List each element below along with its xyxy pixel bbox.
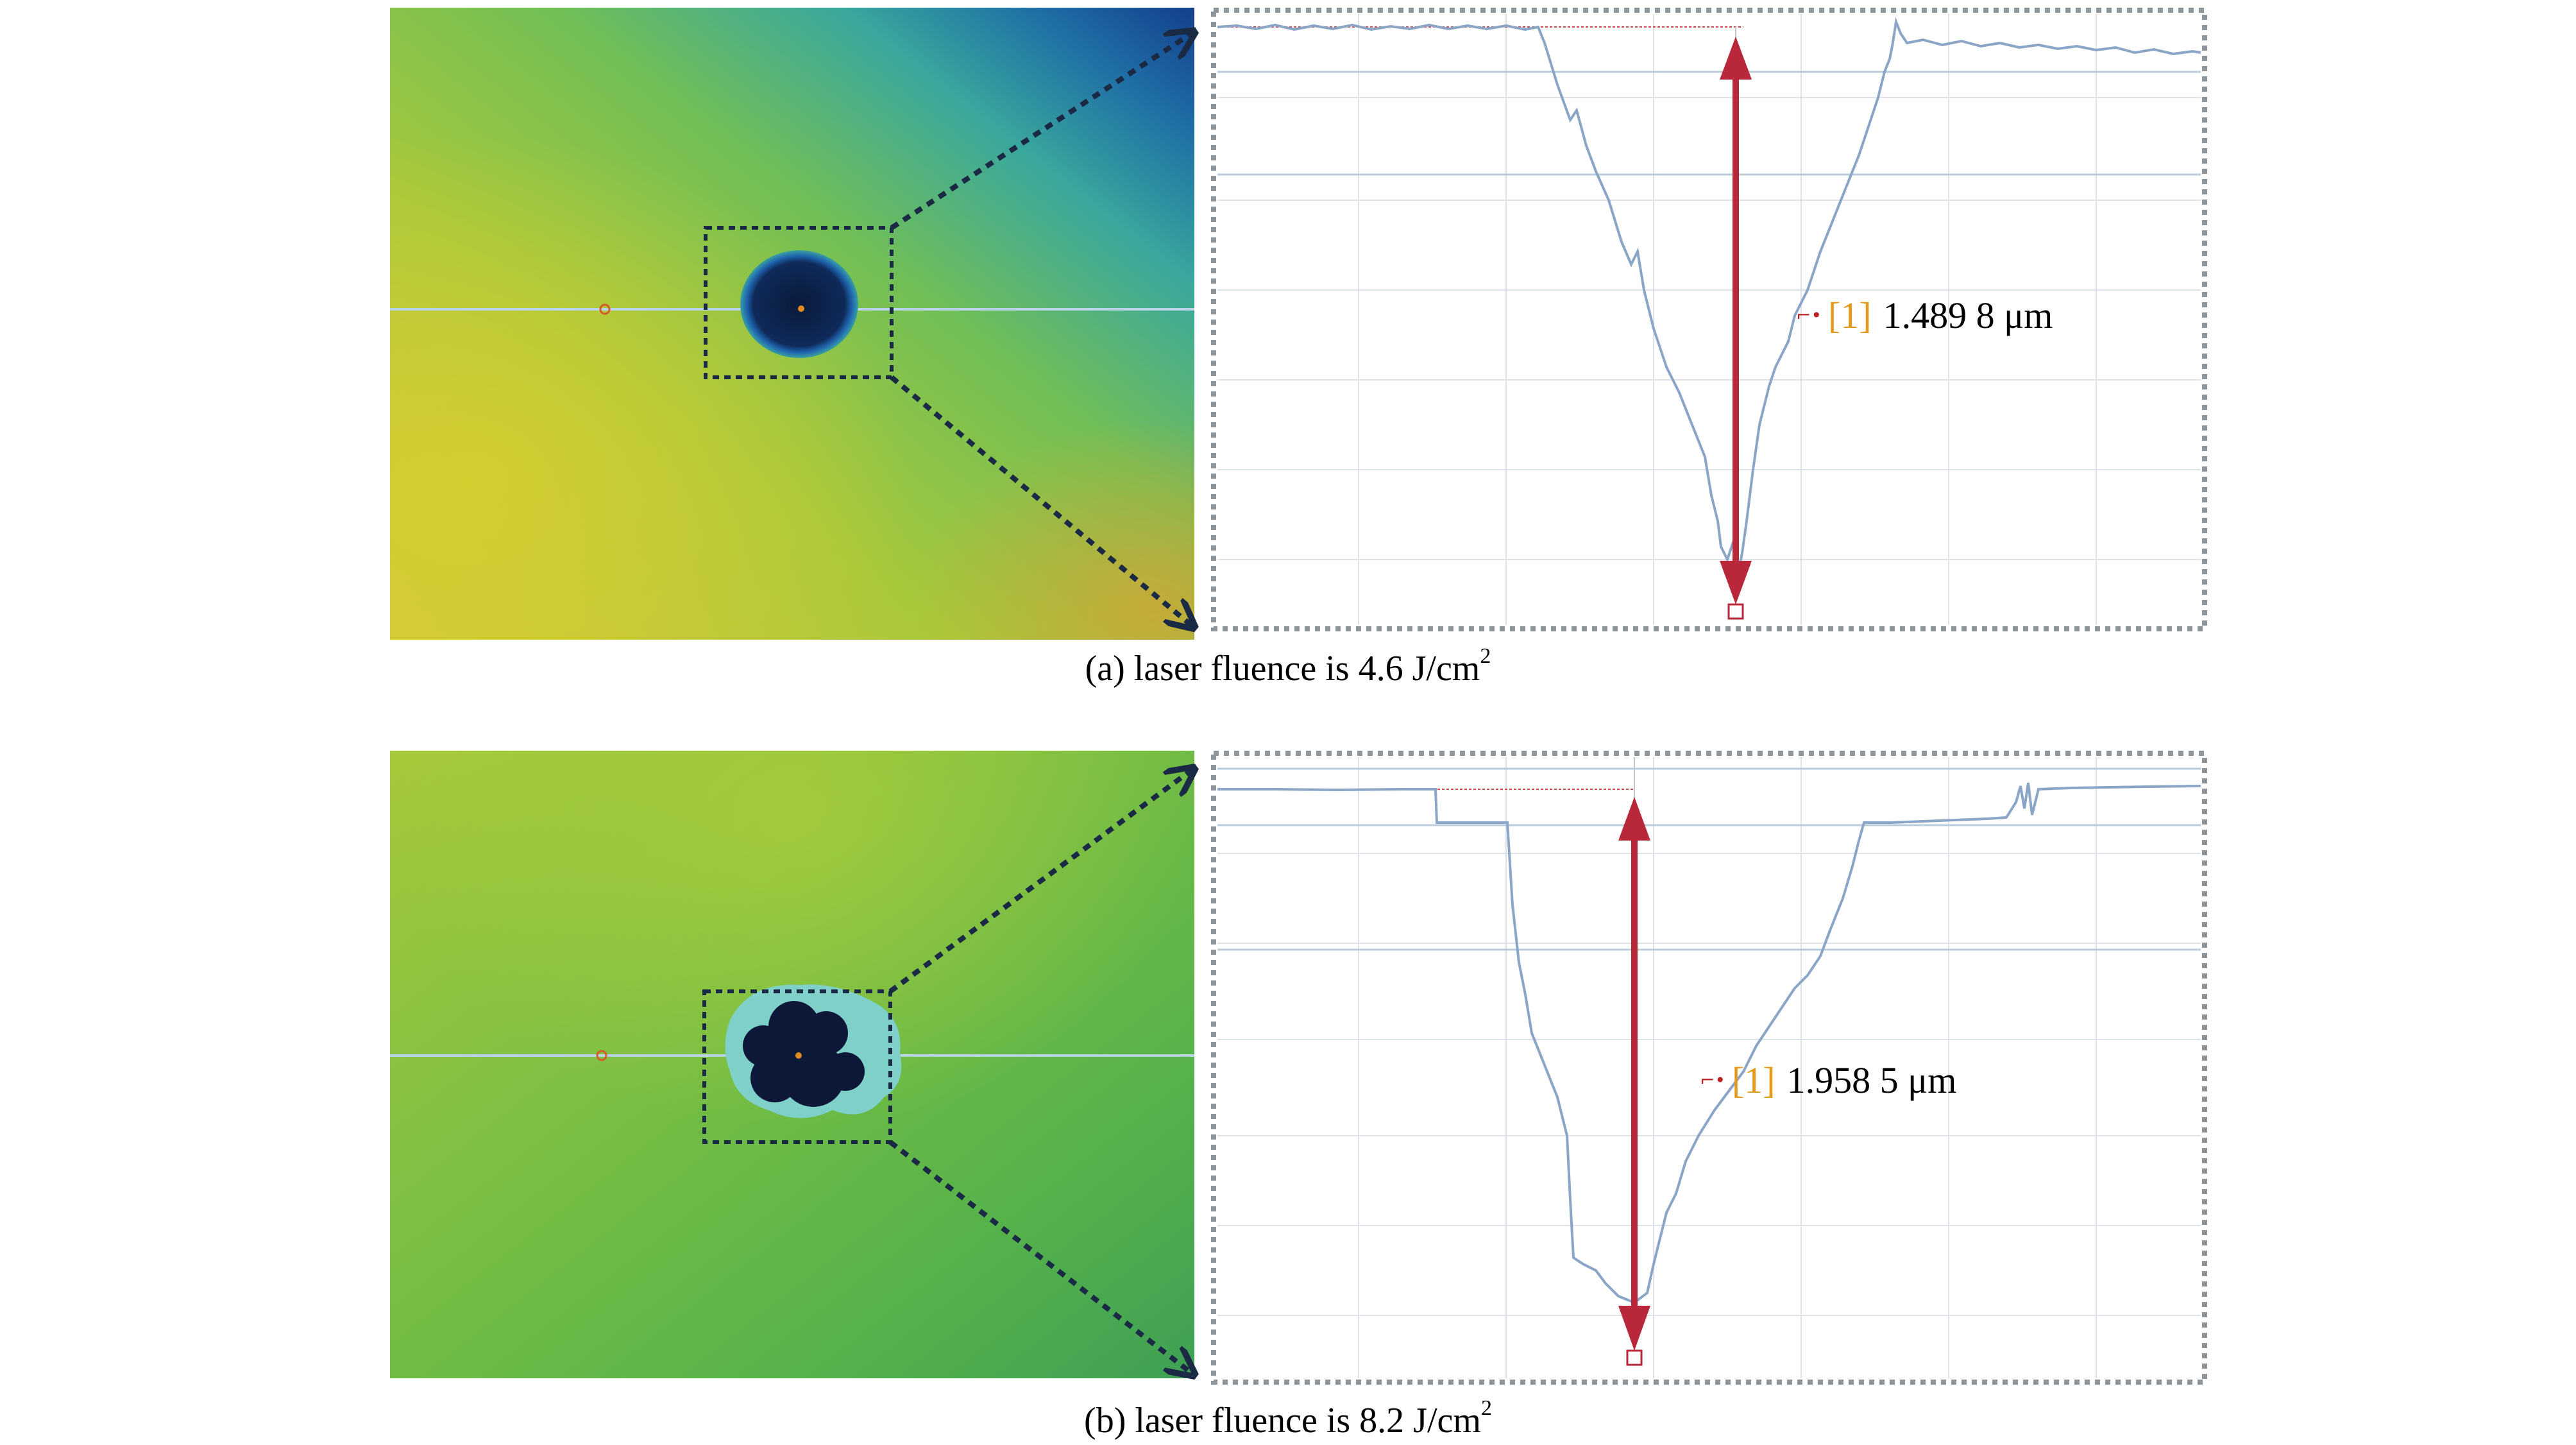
profile-line [1217, 782, 2201, 1304]
depth-profile-b [1211, 751, 2207, 1385]
measurement-value: 1.489 8 μm [1883, 295, 2053, 336]
marker-point [599, 304, 611, 315]
measurement-value: 1.958 5 μm [1786, 1059, 1957, 1101]
ablation-crater [743, 1001, 865, 1107]
zoom-box [702, 989, 892, 1144]
micrograph-b [390, 751, 1194, 1378]
depth-profile-a [1211, 8, 2207, 631]
measure-icon: ⌐• [1700, 1070, 1725, 1091]
caption-a: (a) laser fluence is 4.6 J/cm2 [1085, 644, 1491, 688]
measurement-label-a: ⌐• [1] 1.489 8 μm [1796, 295, 2053, 336]
micrograph-a [390, 8, 1194, 640]
caption-b: (b) laser fluence is 8.2 J/cm2 [1084, 1396, 1492, 1441]
zoom-box [704, 226, 894, 379]
ablation-crater [740, 250, 858, 358]
measurement-label-b: ⌐• [1] 1.958 5 μm [1700, 1059, 1957, 1101]
measure-icon: ⌐• [1796, 305, 1822, 326]
